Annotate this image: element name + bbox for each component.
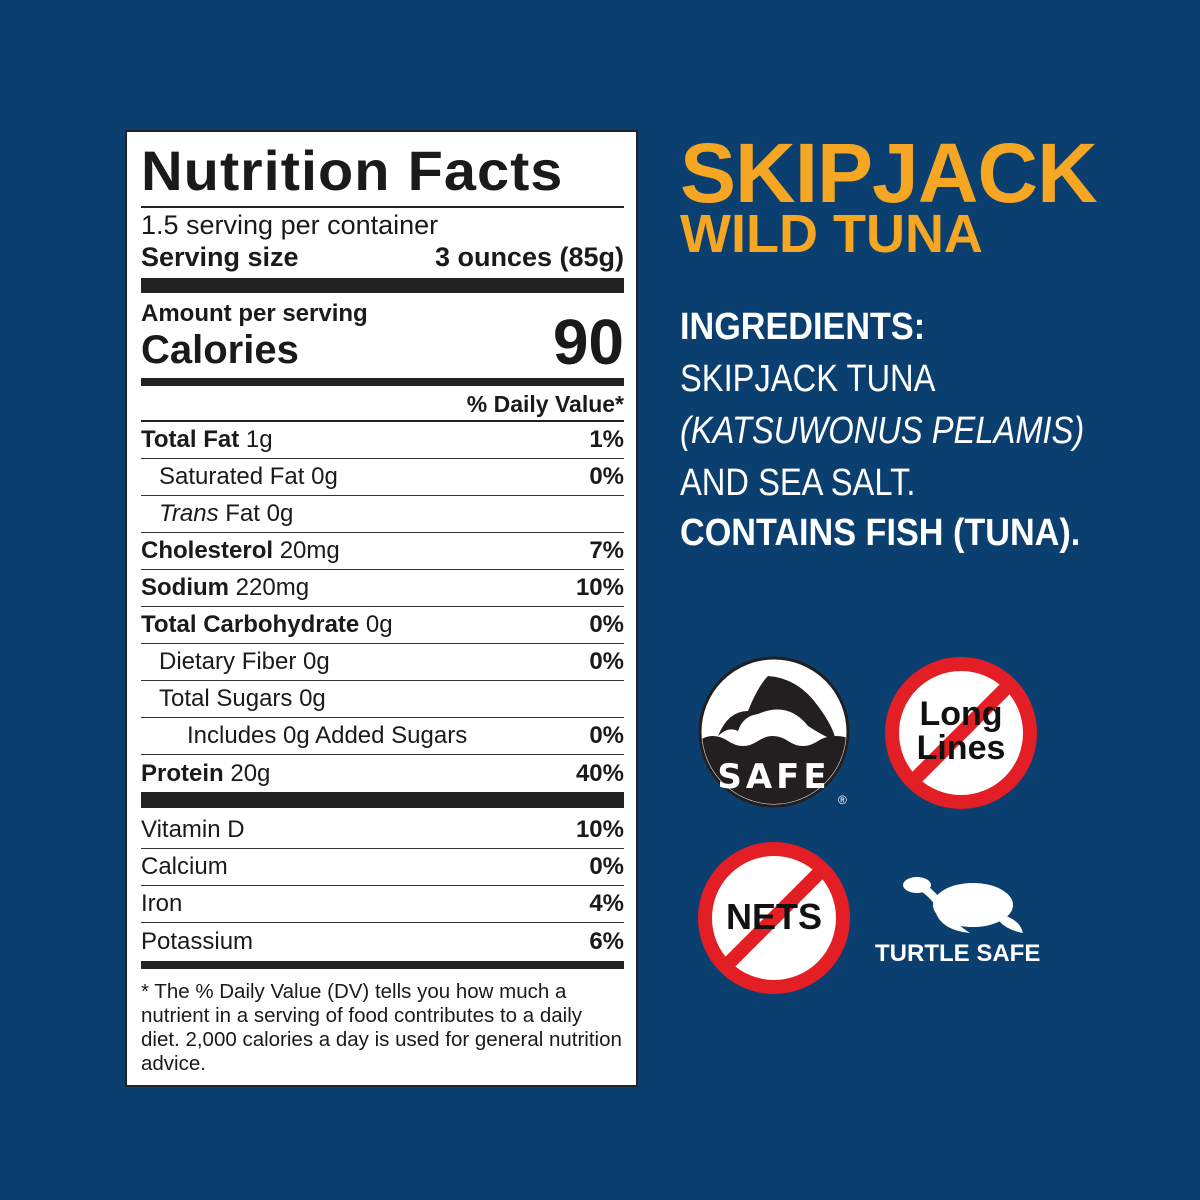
vitamin-name: Vitamin D [141,816,245,843]
nutrient-name: Cholesterol 20mg [141,537,340,564]
nutrient-dv: 10% [575,574,624,601]
nutrient-row: Total Fat 1g 1% [141,422,624,459]
serving-size-row: Serving size 3 ounces (85g) [141,242,624,273]
calories-label: Calories [141,328,299,372]
nutrition-facts-label: Nutrition Facts 1.5 serving per containe… [125,130,638,1087]
nutrient-row: Protein 20g 40% [141,755,624,792]
product-name: SKIPJACK [680,126,1098,220]
allergen-statement: CONTAINS FISH (TUNA). [680,512,1081,554]
vitamin-name: Calcium [141,853,228,880]
medium-divider [141,378,624,386]
calories-value: 90 [552,306,624,378]
servings-per-container: 1.5 serving per container [141,210,439,240]
footnote: * The % Daily Value (DV) tells you how m… [141,980,622,1075]
nutrient-row: Total Carbohydrate 0g 0% [141,607,624,644]
nutrient-name: Dietary Fiber 0g [159,648,330,675]
nutrient-row: Saturated Fat 0g 0% [141,459,624,496]
vitamin-row: Potassium 6% [141,923,624,960]
nutrient-row: Sodium 220mg 10% [141,570,624,607]
nutrient-dv: 1% [589,426,624,453]
ingredients-heading: INGREDIENTS: [680,306,926,348]
vitamin-row: Iron 4% [141,886,624,923]
nutrient-name: Sodium 220mg [141,574,310,601]
no-long-lines-icon: Long Lines [885,657,1037,809]
nutrient-name: Total Carbohydrate 0g [141,611,393,638]
registered-mark: ® [838,793,847,807]
thick-divider [141,792,624,808]
no-nets-text: NETS [725,896,822,937]
medium-divider [141,961,624,969]
serving-size-label: Serving size [141,242,299,272]
nutrient-row: Dietary Fiber 0g 0% [141,644,624,681]
dolphin-safe-text: SAFE [717,757,830,797]
dolphin-safe-icon: SAFE ® [698,656,850,808]
vitamin-dv: 6% [589,927,624,955]
nutrient-dv: 40% [575,759,624,787]
nutrient-dv: 0% [589,611,624,638]
vitamin-row: Vitamin D 10% [141,812,624,849]
ingredient-scientific-name: (KATSUWONUS PELAMIS) [680,410,1085,452]
nutrient-dv: 7% [589,537,624,564]
product-subtitle: WILD TUNA [680,204,983,264]
turtle-safe-text: TURTLE SAFE [875,940,1041,967]
nutrient-row: Cholesterol 20mg 7% [141,533,624,570]
amount-per-serving: Amount per serving [141,300,368,327]
nutrient-name: Total Sugars 0g [159,685,326,712]
nutrient-name: Protein 20g [141,759,271,787]
nutrient-row: Includes 0g Added Sugars 0% [141,718,624,755]
nutrient-name: Trans Fat 0g [159,500,294,527]
ingredient-line: SKIPJACK TUNA [680,358,936,400]
divider [141,206,624,208]
nutrient-name: Includes 0g Added Sugars [187,722,468,749]
turtle-icon [903,877,1023,933]
thick-divider [141,278,624,293]
divider [141,420,624,422]
ingredient-line: AND SEA SALT. [680,462,916,504]
serving-size-value: 3 ounces (85g) [434,242,624,272]
nutrient-dv: 0% [589,648,624,675]
no-nets-icon: NETS [698,842,850,994]
nutrient-row: Trans Fat 0g [141,496,624,533]
vitamin-name: Potassium [141,927,254,955]
label-title: Nutrition Facts [141,139,564,202]
nutrient-dv: 0% [589,722,624,749]
vitamin-dv: 4% [589,890,624,917]
dv-header: % Daily Value* [466,391,624,417]
nutrient-name: Saturated Fat 0g [159,463,338,490]
vitamin-row: Calcium 0% [141,849,624,886]
vitamin-dv: 0% [589,853,624,880]
vitamin-dv: 10% [575,816,624,843]
no-long-lines-text: Long Lines [916,695,1006,767]
nutrient-row: Total Sugars 0g [141,681,624,718]
nutrient-name: Total Fat 1g [141,426,273,453]
vitamin-name: Iron [141,890,183,917]
nutrient-dv: 0% [589,463,624,490]
